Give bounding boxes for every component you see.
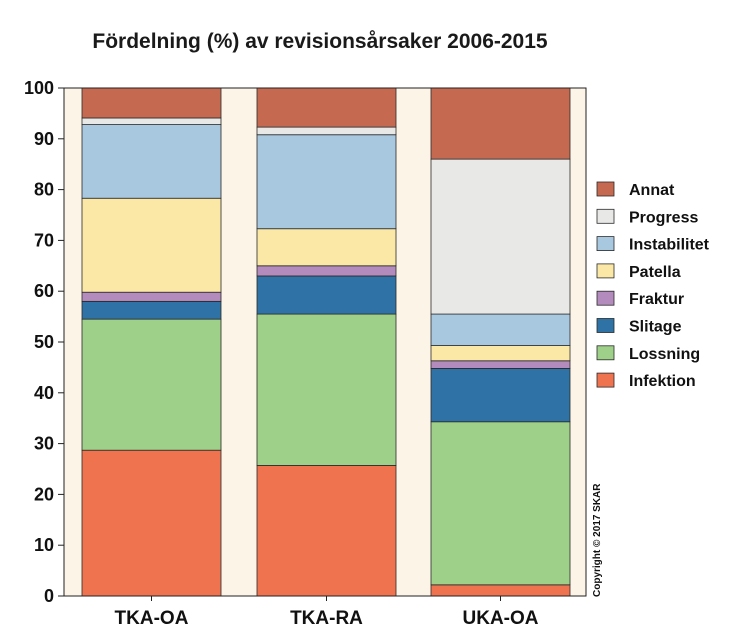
- bar-segment-fraktur-tka-ra: [256, 265, 397, 277]
- x-tick-label: UKA-OA: [463, 608, 539, 629]
- bar-segment-slitage-tka-oa: [81, 300, 222, 320]
- y-tick-label: 50: [34, 332, 54, 352]
- bar-segment-progress-uka-oa: [430, 158, 571, 315]
- legend-swatch-slitage: [596, 318, 615, 333]
- legend-label-fraktur: Fraktur: [629, 291, 684, 308]
- y-tick-label: 20: [34, 484, 54, 504]
- legend-swatch-annat: [596, 181, 615, 197]
- legend-swatch-infektion: [596, 372, 615, 388]
- legend-swatch-progress: [596, 208, 615, 224]
- legend-label-instabilitet: Instabilitet: [629, 237, 710, 254]
- bar-segment-fraktur-uka-oa: [430, 360, 571, 369]
- legend-swatch-instabilitet: [596, 236, 615, 252]
- bar-stack-tka-ra: [256, 87, 397, 597]
- bar-segment-progress-tka-oa: [81, 117, 222, 125]
- legend-label-slitage: Slitage: [629, 319, 682, 336]
- bar-segment-instabilitet-tka-oa: [81, 124, 222, 199]
- y-tick-label: 80: [34, 180, 54, 200]
- bar-segment-infektion-tka-oa: [81, 449, 222, 597]
- bar-segment-lossning-uka-oa: [430, 421, 571, 586]
- legend: Annat Progress Instabilitet Patella Fraktur S…: [596, 181, 710, 390]
- bar-segment-annat-tka-oa: [81, 87, 222, 119]
- bar-segment-lossning-tka-ra: [256, 313, 397, 466]
- bar-segment-slitage-uka-oa: [430, 368, 571, 423]
- y-tick-label: 70: [34, 230, 54, 250]
- y-tick-label: 90: [34, 129, 54, 149]
- bar-stack-uka-oa: [430, 87, 571, 597]
- y-tick-label: 40: [34, 383, 54, 403]
- bar-segment-annat-uka-oa: [430, 87, 571, 160]
- bar-segment-patella-uka-oa: [430, 345, 571, 362]
- y-tick-label: 10: [34, 535, 54, 555]
- legend-label-lossning: Lossning: [629, 346, 700, 363]
- bar-segment-annat-tka-ra: [256, 87, 397, 128]
- bar-segment-instabilitet-tka-ra: [256, 134, 397, 230]
- legend-label-progress: Progress: [629, 209, 698, 226]
- chart-title: Fördelning (%) av revisionsårsaker 2006-…: [92, 30, 548, 53]
- y-tick-label: 100: [24, 78, 54, 98]
- legend-label-annat: Annat: [629, 182, 675, 199]
- y-tick-label: 60: [34, 281, 54, 301]
- bar-segment-progress-tka-ra: [256, 126, 397, 136]
- x-tick-label: TKA-RA: [290, 608, 363, 629]
- y-axis: 0 10 20 30 40 50 60 70 80 90 100: [24, 78, 64, 606]
- legend-label-patella: Patella: [629, 264, 681, 281]
- bar-segment-infektion-tka-ra: [256, 465, 397, 597]
- legend-label-infektion: Infektion: [629, 373, 696, 390]
- y-tick-label: 30: [34, 434, 54, 454]
- x-tick-label: TKA-OA: [115, 608, 189, 629]
- bar-segment-instabilitet-uka-oa: [430, 313, 571, 346]
- bar-segment-lossning-tka-oa: [81, 318, 222, 451]
- bar-segment-fraktur-tka-oa: [81, 291, 222, 302]
- legend-swatch-fraktur: [596, 290, 615, 306]
- bar-segment-patella-tka-oa: [81, 197, 222, 293]
- bar-segment-infektion-uka-oa: [430, 584, 571, 597]
- legend-swatch-lossning: [596, 345, 615, 361]
- y-tick-label: 0: [44, 586, 54, 606]
- x-axis: TKA-OA TKA-RA UKA-OA: [115, 596, 539, 629]
- bar-stack-tka-oa: [81, 87, 222, 597]
- bar-segment-patella-tka-ra: [256, 228, 397, 267]
- copyright-text: Copyright © 2017 SKAR: [592, 483, 603, 597]
- legend-swatch-patella: [596, 263, 615, 279]
- plot-area: [63, 87, 587, 597]
- bar-segment-slitage-tka-ra: [256, 275, 397, 315]
